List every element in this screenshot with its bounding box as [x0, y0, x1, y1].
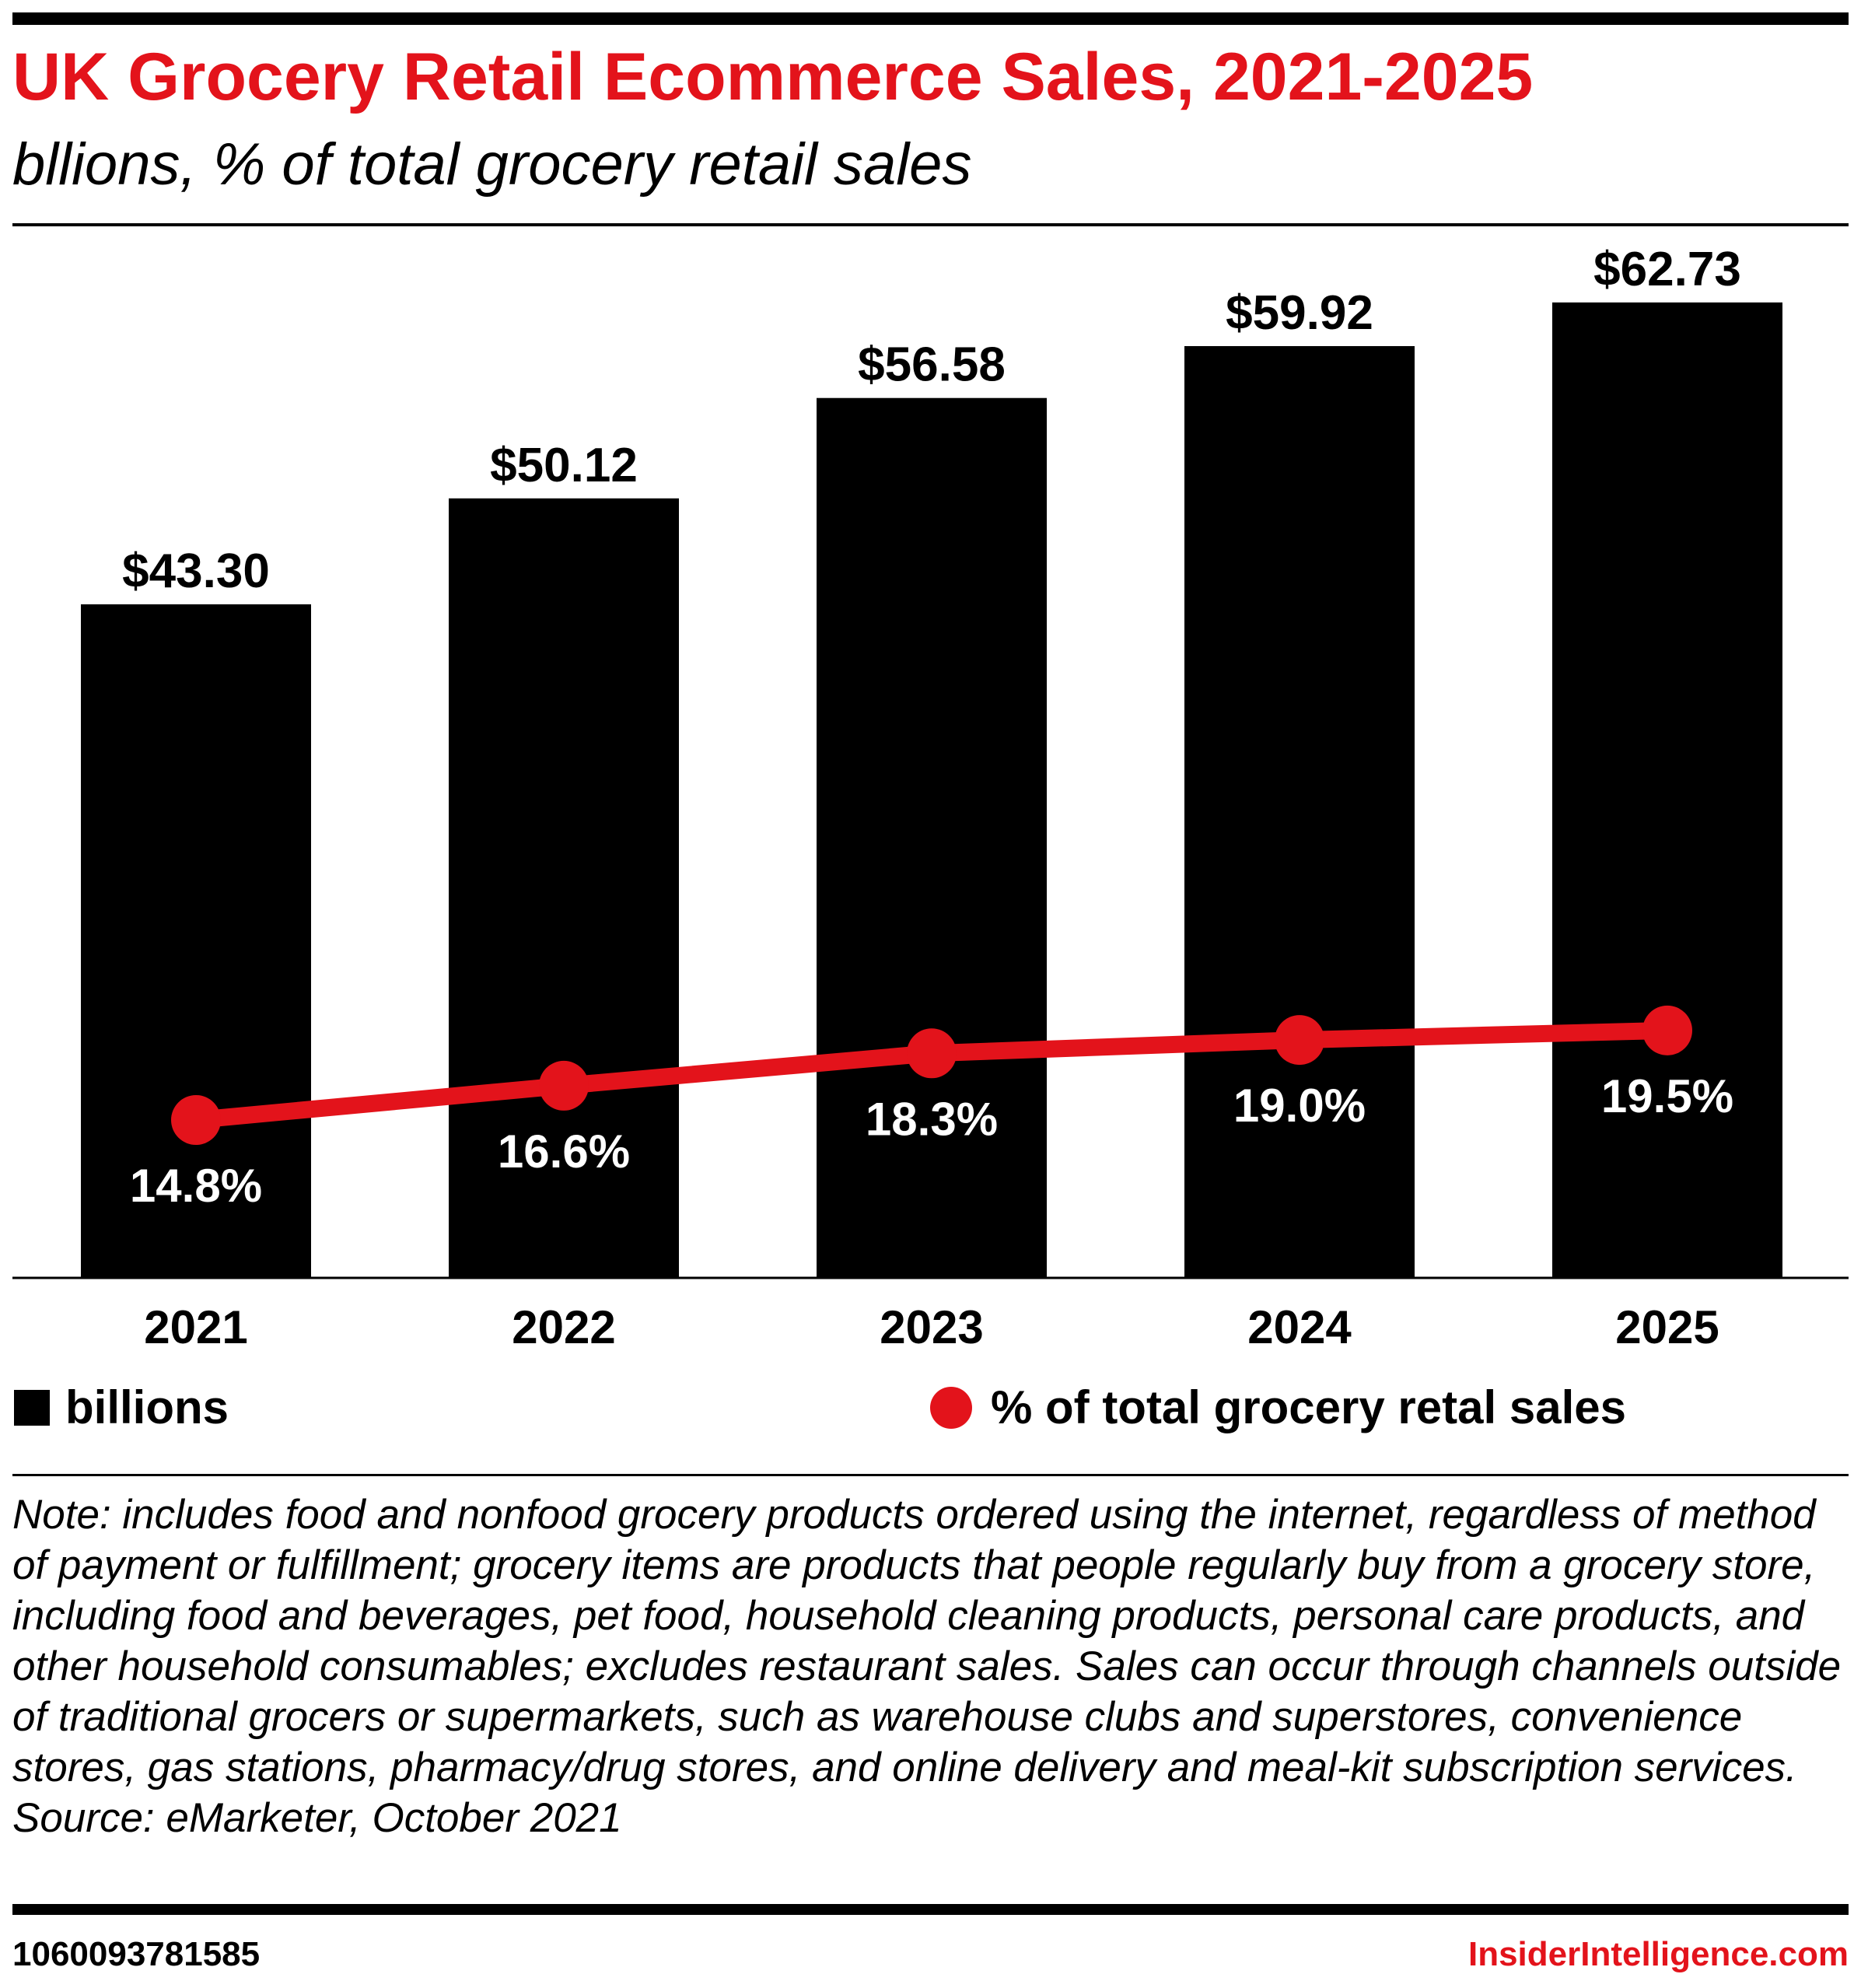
- bar-2021: [81, 604, 311, 1277]
- legend-bars: billions: [14, 1381, 229, 1434]
- bar-value-label-2022: $50.12: [490, 439, 638, 492]
- percent-label-2024: 19.0%: [1233, 1080, 1366, 1132]
- note-block: Note: includes food and nonfood grocery …: [12, 1489, 1849, 1843]
- note-divider: [12, 1474, 1849, 1476]
- percent-marker-2023: [907, 1028, 957, 1079]
- bar-2024: [1184, 345, 1415, 1277]
- legend-bars-label: billions: [65, 1381, 229, 1433]
- bar-2023: [817, 397, 1047, 1278]
- x-tick-label-2022: 2022: [512, 1301, 615, 1353]
- source-text: Source: eMarketer, October 2021: [12, 1795, 622, 1841]
- legend-square-icon: [14, 1389, 50, 1426]
- chart: $43.30 $50.12 $56.58 $59.92 $62.73 2021 2022 20…: [12, 243, 1849, 1353]
- x-tick-label-2024: 2024: [1247, 1301, 1352, 1353]
- bar-value-label-2025: $62.73: [1593, 243, 1741, 296]
- top-rule: [12, 12, 1849, 25]
- footer-id: 1060093781585: [12, 1935, 261, 1973]
- footer-rule: [12, 1904, 1849, 1915]
- percent-marker-2024: [1275, 1015, 1324, 1066]
- bar-value-label-2023: $56.58: [858, 338, 1006, 392]
- bar-2025: [1552, 302, 1782, 1277]
- x-tick-label-2025: 2025: [1615, 1301, 1719, 1353]
- chart-subtitle: bllions, % of total grocery retail sales: [12, 131, 972, 198]
- percent-marker-2025: [1642, 1005, 1692, 1055]
- percent-label-2021: 14.8%: [130, 1160, 262, 1212]
- x-tick-label-2023: 2023: [880, 1301, 983, 1353]
- legend-line-label: % of total grocery retal sales: [991, 1381, 1626, 1433]
- percent-marker-2021: [171, 1095, 221, 1145]
- header-divider: [12, 223, 1849, 226]
- bar-value-label-2021: $43.30: [122, 544, 270, 598]
- percent-label-2023: 18.3%: [866, 1093, 998, 1145]
- legend-dot-icon: [930, 1386, 972, 1429]
- bar-value-label-2024: $59.92: [1226, 286, 1373, 340]
- x-tick-label-2021: 2021: [144, 1301, 247, 1353]
- legend-line: % of total grocery retal sales: [930, 1381, 1626, 1434]
- bar-2022: [449, 498, 679, 1277]
- note-text: Note: includes food and nonfood grocery …: [12, 1492, 1842, 1790]
- percent-label-2025: 19.5%: [1601, 1070, 1733, 1122]
- chart-title: UK Grocery Retail Ecommerce Sales, 2021-…: [12, 40, 1534, 114]
- percent-marker-2022: [539, 1060, 589, 1111]
- footer-brand: InsiderIntelligence.com: [1467, 1935, 1849, 1973]
- percent-label-2022: 16.6%: [498, 1125, 630, 1178]
